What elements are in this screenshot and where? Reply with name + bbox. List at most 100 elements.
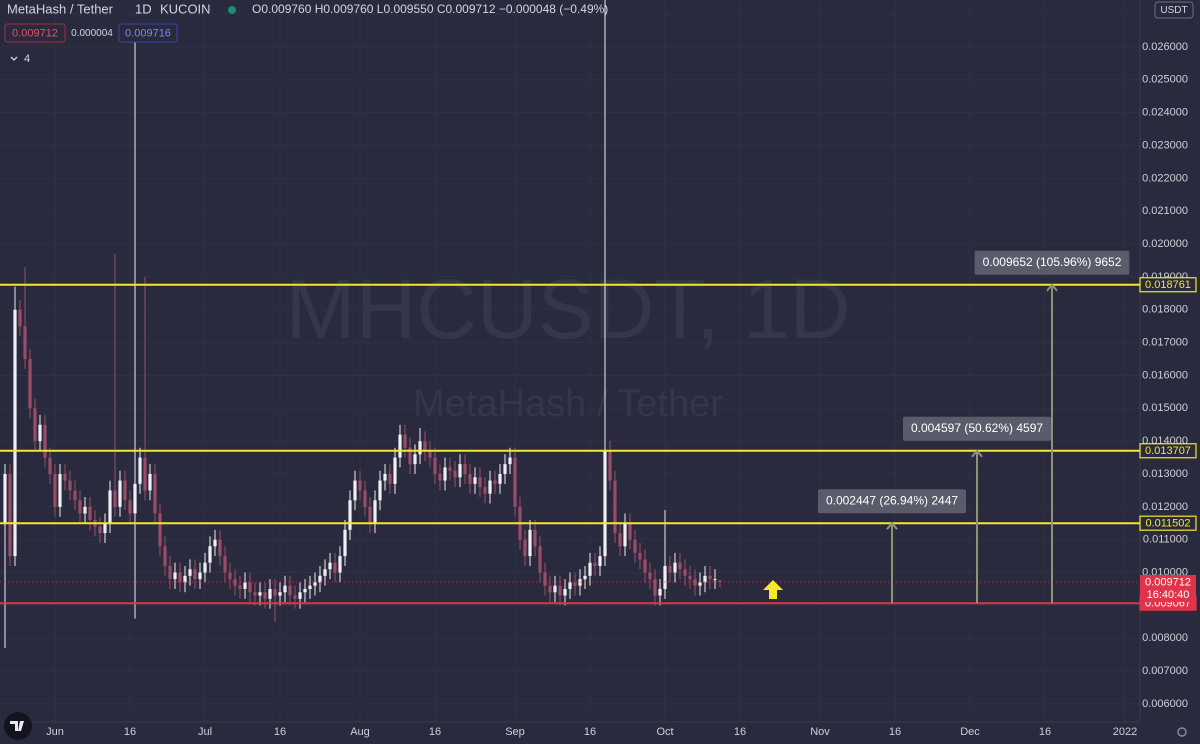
candle-body xyxy=(188,569,192,576)
candle-body xyxy=(228,572,232,580)
candle-body xyxy=(643,559,647,573)
ask-box[interactable] xyxy=(118,23,178,43)
candle-body xyxy=(63,473,67,481)
candle-body xyxy=(173,572,177,580)
symbol: MetaHash / Tether xyxy=(7,1,114,16)
x-tick-label: 16 xyxy=(429,726,441,738)
candle-body xyxy=(718,580,722,583)
candle-body xyxy=(368,506,372,524)
x-tick-label: 16 xyxy=(734,726,746,738)
candle-body xyxy=(33,408,37,442)
logo-mark xyxy=(10,721,24,731)
candle-body xyxy=(118,480,122,507)
y-tick-label: 0.018000 xyxy=(1142,304,1188,316)
candle-body xyxy=(178,572,182,583)
candle-body xyxy=(693,579,697,586)
candle-body xyxy=(8,473,12,557)
y-tick-label: 0.012000 xyxy=(1142,501,1188,513)
candle-body xyxy=(688,575,692,580)
candle-body xyxy=(348,500,352,530)
candle-body xyxy=(273,588,277,596)
x-tick-label: Nov xyxy=(810,726,830,738)
candle-body xyxy=(703,575,707,583)
candle-body xyxy=(128,500,132,514)
candle-body xyxy=(353,480,357,501)
x-tick-label: Jul xyxy=(198,726,212,738)
market-status[interactable] xyxy=(228,6,236,14)
candle-body xyxy=(608,451,612,481)
arrow-icon xyxy=(763,580,783,599)
x-tick-label: 16 xyxy=(124,726,136,738)
candle-body xyxy=(678,562,682,570)
candle-body xyxy=(283,585,287,593)
last-price-label: 0.009712 xyxy=(1145,576,1191,588)
candle-body xyxy=(58,473,62,507)
candle-body xyxy=(13,309,17,557)
candle-body xyxy=(468,473,472,484)
candle-body xyxy=(293,595,297,599)
candle-body xyxy=(588,562,592,576)
candle-body xyxy=(648,572,652,580)
candle-body xyxy=(208,546,212,563)
candle-body xyxy=(603,451,607,557)
candle-body xyxy=(3,473,7,524)
candle-body xyxy=(453,470,457,478)
overlay: 0.002447 (26.94%) 2447 0.004597 (50.62%) … xyxy=(0,250,1140,605)
candle-body xyxy=(393,457,397,484)
candle-body xyxy=(358,480,362,491)
candle-body xyxy=(143,457,147,491)
candle-body xyxy=(303,588,307,593)
candle-body xyxy=(163,546,167,566)
x-tick-label: Sep xyxy=(505,726,525,738)
candle-body xyxy=(493,480,497,484)
level-label-box xyxy=(1139,515,1197,531)
candle-body xyxy=(168,565,172,580)
candle-body xyxy=(388,473,392,484)
candle-body xyxy=(668,565,672,573)
measure-label: 0.002447 (26.94%) 2447 xyxy=(826,493,958,507)
settings-icon[interactable] xyxy=(1177,727,1187,737)
measure-label: 0.004597 (50.62%) 4597 xyxy=(911,421,1043,435)
candle-body xyxy=(523,539,527,557)
candle-body xyxy=(498,473,502,484)
x-tick-label: 16 xyxy=(584,726,596,738)
candle-body xyxy=(278,592,282,596)
collapse-icon[interactable] xyxy=(10,56,18,61)
x-tick-label: 16 xyxy=(1039,726,1051,738)
candle-body xyxy=(638,552,642,560)
y-tick-label: 0.013000 xyxy=(1142,468,1188,480)
y-tick-label: 0.007000 xyxy=(1142,665,1188,677)
candle-body xyxy=(18,309,22,327)
candle-body xyxy=(48,457,52,474)
exchange: KUCOIN xyxy=(160,1,211,16)
level-label-box xyxy=(1139,277,1197,293)
x-tick-label: 2022 xyxy=(1113,726,1137,738)
candle-body xyxy=(323,569,327,576)
candle-body xyxy=(183,575,187,583)
candle-body xyxy=(288,585,292,596)
y-tick-label: 0.020000 xyxy=(1142,238,1188,250)
bid-box[interactable] xyxy=(4,23,66,43)
candle-body xyxy=(683,569,687,576)
watermark-title: MHCUSDT, 1D xyxy=(286,262,851,356)
candle-body xyxy=(553,585,557,593)
candle-body xyxy=(418,441,422,455)
candle-body xyxy=(653,579,657,596)
x-tick-label: 16 xyxy=(889,726,901,738)
candle-body xyxy=(68,480,72,491)
currency-box[interactable] xyxy=(1154,1,1194,19)
candle-body xyxy=(398,434,402,458)
candle-body xyxy=(598,556,602,566)
candle-body xyxy=(478,477,482,488)
interval: 1D xyxy=(135,1,152,16)
candle-body xyxy=(223,556,227,573)
measure-label-box xyxy=(974,250,1130,275)
y-tick-label: 0.008000 xyxy=(1142,632,1188,644)
candle-body xyxy=(298,592,302,599)
candle-body xyxy=(483,487,487,494)
y-tick-label: 0.016000 xyxy=(1142,369,1188,381)
y-tick-label: 0.021000 xyxy=(1142,205,1188,217)
candle-body xyxy=(28,359,32,409)
